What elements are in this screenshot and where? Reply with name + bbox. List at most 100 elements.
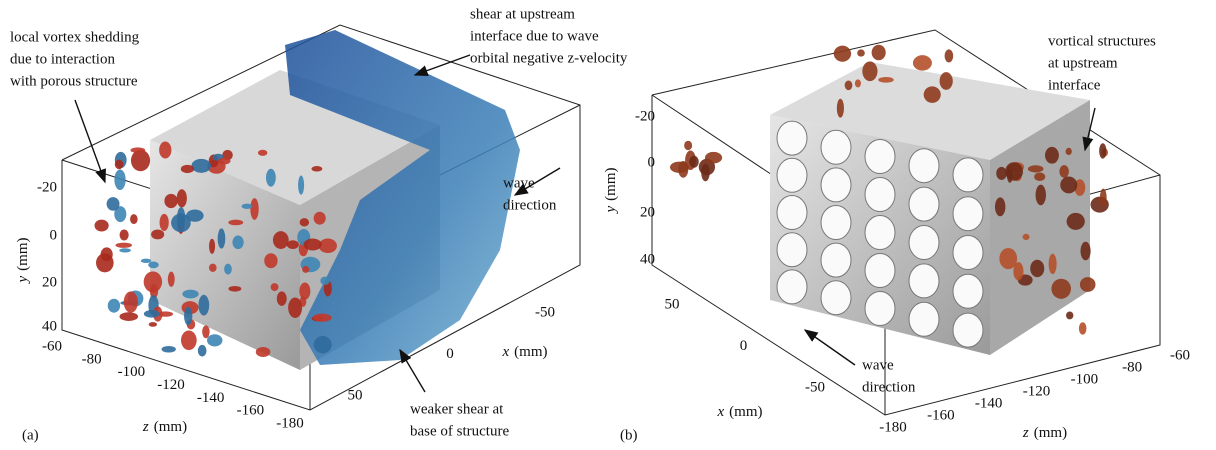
vortex-blob xyxy=(161,345,176,353)
vortex-blob xyxy=(996,166,1007,180)
annotation-line: local vortex shedding xyxy=(10,29,140,45)
vortex-blob xyxy=(669,161,689,173)
annotation-line: due to interaction xyxy=(10,51,115,67)
annotation-line: weaker shear at xyxy=(410,401,504,417)
vortex-blob xyxy=(114,206,127,223)
vortex-blob xyxy=(689,155,699,168)
vortex-blob xyxy=(119,312,139,321)
y-tick-label: -20 xyxy=(37,179,57,195)
vortex-blob xyxy=(143,271,163,293)
axis-unit: (mm) xyxy=(1034,425,1067,441)
vortex-blob xyxy=(854,79,861,88)
pore xyxy=(908,148,940,184)
y-tick-label: 20 xyxy=(42,274,57,290)
vortex-blob xyxy=(878,76,894,83)
vortex-blob xyxy=(123,291,138,313)
x-tick-label: 0 xyxy=(740,338,748,354)
vortex-blob xyxy=(140,258,152,264)
vortex-blob xyxy=(167,271,175,287)
pore xyxy=(776,195,808,230)
pore xyxy=(908,225,940,260)
vortex-blob xyxy=(312,313,332,322)
vortex-blob xyxy=(114,169,126,191)
vortex-blob xyxy=(684,140,693,151)
y-axis-label: y (mm) xyxy=(15,237,31,284)
axis-variable: y xyxy=(15,276,31,285)
z-tick-label: -160 xyxy=(237,403,265,419)
axis-unit: (mm) xyxy=(154,419,187,435)
vortex-blob xyxy=(184,306,193,326)
panel-label: (a) xyxy=(22,427,39,443)
vortex-blob xyxy=(119,248,131,253)
vortex-blob xyxy=(871,44,886,61)
vortex-blob xyxy=(119,229,129,241)
vortex-blob xyxy=(224,263,232,275)
vortex-blob xyxy=(313,335,332,354)
vortex-blob xyxy=(1034,172,1046,182)
y-tick-label: 0 xyxy=(648,154,656,170)
vortex-blob xyxy=(206,334,223,347)
vortex-blob xyxy=(276,291,287,306)
vortex-blob xyxy=(232,235,244,250)
vortex-blob xyxy=(836,98,844,118)
vortex-blob xyxy=(241,203,253,209)
vortex-blob xyxy=(130,147,146,153)
x-tick-label: 50 xyxy=(665,296,680,312)
vortex-blob xyxy=(1066,212,1085,230)
axis-unit: (mm) xyxy=(514,344,547,360)
annotation-line: direction xyxy=(862,379,916,395)
axis-unit: (mm) xyxy=(15,237,31,270)
z-tick-label: -80 xyxy=(1122,359,1142,375)
vortex-blobs-a xyxy=(94,141,337,357)
vortex-blob xyxy=(264,253,278,269)
y-tick-label: -20 xyxy=(635,108,655,124)
y-tick-label: 20 xyxy=(640,204,655,220)
vortex-blob xyxy=(1027,165,1044,173)
y-tick-label: 40 xyxy=(640,251,655,267)
z-tick-label: -60 xyxy=(42,338,62,354)
vortex-blob xyxy=(318,238,337,254)
vortex-blob xyxy=(303,238,322,251)
vortex-blob xyxy=(1059,165,1069,178)
vortex-blob xyxy=(218,157,231,165)
vortex-blob xyxy=(208,263,217,272)
pore xyxy=(864,291,896,326)
vortex-blob xyxy=(151,229,165,240)
z-tick-label: -80 xyxy=(82,351,102,367)
z-axis-label: z (mm) xyxy=(142,419,187,435)
arrow xyxy=(74,99,106,184)
annotation-line: base of structure xyxy=(410,423,509,439)
vortex-blob xyxy=(1099,143,1107,159)
vortex-blob xyxy=(912,55,932,71)
pore xyxy=(952,312,984,348)
vortex-blob xyxy=(181,330,197,351)
vortex-blob xyxy=(1065,147,1072,156)
vortex-blob xyxy=(939,72,953,90)
vortex-blob xyxy=(1013,262,1024,281)
vortex-blob xyxy=(1066,311,1074,320)
vortex-blob xyxy=(217,228,226,249)
pore xyxy=(820,167,852,203)
vortex-blob xyxy=(255,346,271,357)
pore xyxy=(776,269,808,305)
pore xyxy=(820,242,852,278)
x-axis-label: x (mm) xyxy=(502,344,548,360)
arrow xyxy=(803,329,856,366)
vortex-blob xyxy=(313,211,326,225)
axis-unit: (mm) xyxy=(729,404,762,420)
arrow xyxy=(413,54,471,76)
vortex-blob xyxy=(1030,259,1045,278)
vortex-blob xyxy=(286,240,299,250)
pore xyxy=(864,177,896,212)
pore xyxy=(908,186,940,222)
axis-variable: x xyxy=(717,404,725,420)
axis-variable: y xyxy=(603,206,619,215)
vortex-blob xyxy=(159,213,169,232)
vortex-blob xyxy=(94,219,109,232)
annotation-line: interface due to wave xyxy=(470,28,599,44)
vortex-blob xyxy=(302,265,310,273)
z-tick-label: -120 xyxy=(157,377,185,393)
x-tick-label: 0 xyxy=(446,346,454,362)
vortex-blob xyxy=(311,166,323,172)
